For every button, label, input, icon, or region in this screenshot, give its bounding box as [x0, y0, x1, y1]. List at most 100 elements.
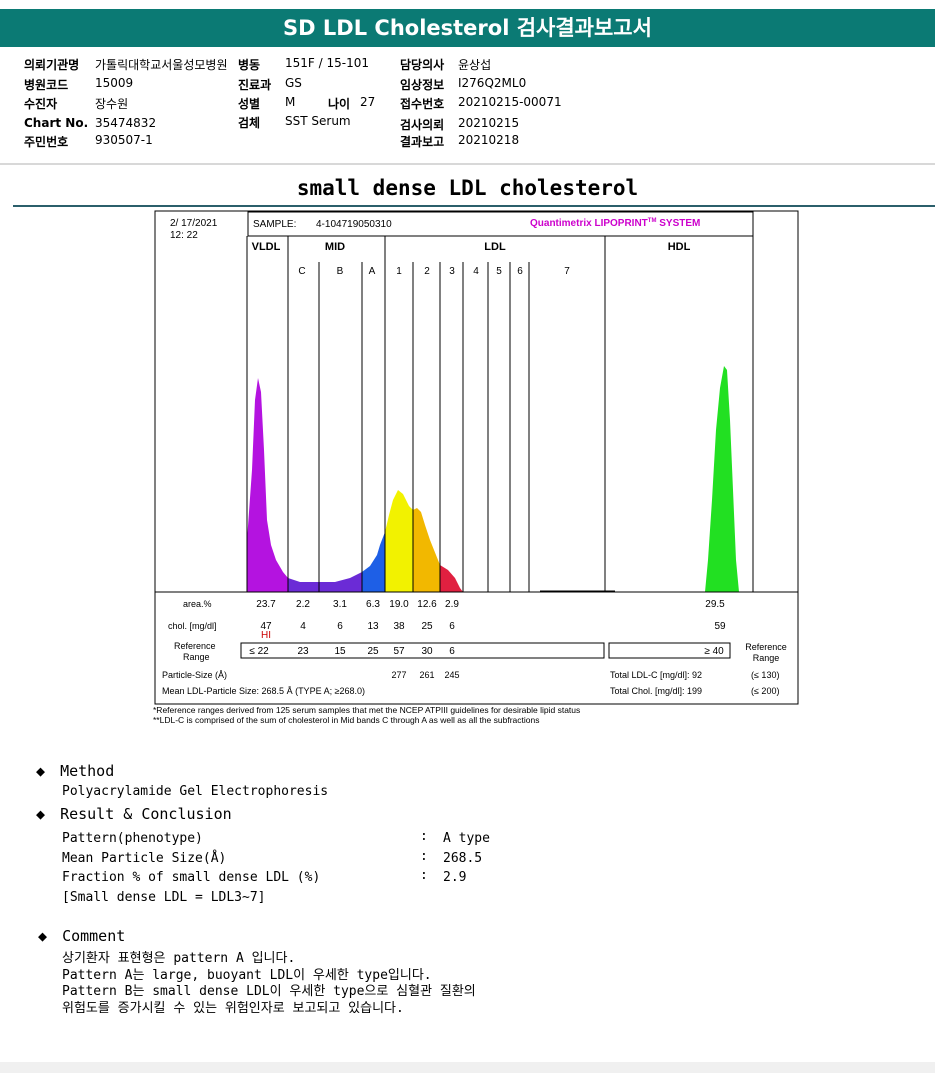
clinical-label: 임상정보	[400, 78, 445, 92]
result-label: Mean Particle Size(Å)	[62, 851, 227, 866]
report-label: 결과보고	[400, 135, 445, 149]
band-label: 2	[424, 266, 430, 277]
band-label: 4	[473, 266, 479, 277]
divider	[0, 163, 935, 165]
area-value: 23.7	[256, 599, 276, 610]
method-text: Polyacrylamide Gel Electrophoresis	[62, 784, 329, 799]
bottom-bar	[0, 1062, 935, 1073]
age-value: 27	[360, 95, 376, 109]
group-hdl: HDL	[668, 241, 691, 253]
mean-size-text: Mean LDL-Particle Size: 268.5 Å (TYPE A;…	[162, 686, 365, 696]
resident-value: 930507-1	[95, 133, 153, 147]
band-label: 1	[396, 266, 402, 277]
result-sep: :	[420, 849, 428, 864]
band-2-area	[413, 508, 440, 592]
area-value: 12.6	[417, 599, 437, 610]
chol-value: 47	[260, 621, 272, 632]
result-sep: :	[420, 829, 428, 844]
lipoprint-report: 2/ 17/2021 12: 22 SAMPLE: 4-104719050310…	[153, 210, 799, 725]
total-chol-ref: (≤ 200)	[751, 686, 779, 696]
result-value: 2.9	[443, 870, 467, 885]
ward-value: 151F / 15-101	[285, 56, 369, 70]
band-label: 6	[517, 266, 523, 277]
report-date: 2/ 17/2021	[170, 218, 218, 229]
ref-value: ≥ 40	[704, 646, 724, 657]
hospital-value: 가톨릭대학교서울성모병원	[95, 58, 228, 72]
ref-value: 6	[449, 646, 455, 657]
area-value: 19.0	[389, 599, 409, 610]
result-heading: ◆ Result & Conclusion	[36, 805, 232, 823]
chol-value: 4	[300, 621, 306, 632]
sex-label: 성별	[238, 97, 261, 111]
code-value: 15009	[95, 76, 134, 90]
comment-line: 위험도를 증가시킬 수 있는 위험인자로 보고되고 있습니다.	[62, 1001, 404, 1016]
ward-label: 병동	[238, 58, 261, 72]
resident-label: 주민번호	[24, 135, 69, 149]
footnote: **LDL-C is comprised of the sum of chole…	[153, 715, 539, 725]
band-label: 7	[564, 266, 570, 277]
band-label: 3	[449, 266, 455, 277]
result-value: A type	[443, 831, 490, 846]
ref-value: 57	[393, 646, 405, 657]
ref-box-hdl	[608, 642, 731, 659]
report-frame	[154, 210, 799, 705]
chol-value: 25	[421, 621, 433, 632]
area-value: 29.5	[705, 599, 725, 610]
result-note: [Small dense LDL = LDL3~7]	[62, 890, 266, 905]
band-1-area	[385, 490, 413, 592]
area-value: 2.2	[296, 599, 310, 610]
area-value: 6.3	[366, 599, 380, 610]
ref-value: 23	[297, 646, 309, 657]
request-value: 20210215	[458, 116, 520, 130]
hospital-label: 의뢰기관명	[24, 58, 80, 72]
chol-value: 13	[367, 621, 379, 632]
ref-box-ldl	[240, 642, 605, 659]
band-label: A	[369, 266, 376, 277]
sample-label: SAMPLE:	[253, 219, 296, 230]
chart-value: 35474832	[95, 116, 157, 130]
total-ldl-ref: (≤ 130)	[751, 670, 779, 680]
ref-side-label-2: Range	[753, 653, 780, 663]
particle-size-label: Particle-Size (Å)	[162, 670, 227, 680]
report-value: 20210218	[458, 133, 520, 147]
particle-size: 261	[419, 670, 434, 680]
ref-value: 15	[334, 646, 346, 657]
specimen-label: 검체	[238, 116, 261, 130]
band-3-area	[440, 565, 463, 592]
particle-size: 277	[391, 670, 406, 680]
request-label: 검사의뢰	[400, 118, 445, 132]
specimen-value: SST Serum	[285, 114, 351, 128]
method-heading: ◆ Method	[36, 762, 114, 780]
section-divider	[13, 205, 935, 207]
report-title: SD LDL Cholesterol 검사결과보고서	[0, 9, 935, 47]
bullet-diamond-icon: ◆	[36, 805, 46, 823]
header-box	[247, 211, 754, 237]
patient-value: 장수원	[95, 97, 129, 111]
result-value: 268.5	[443, 851, 483, 866]
ref-side-label-1: Reference	[745, 642, 787, 652]
system-name-main: Quantimetrix LIPOPRINT	[530, 218, 648, 229]
patient-info: 의뢰기관명 가톨릭대학교서울성모병원 병동 151F / 15-101 담당의사…	[0, 0, 935, 160]
chol-value: 59	[714, 621, 726, 632]
comment-heading-text: Comment	[62, 927, 126, 945]
report-time: 12: 22	[170, 230, 198, 241]
dept-value: GS	[285, 76, 302, 90]
chol-value: 6	[337, 621, 343, 632]
bullet-diamond-icon: ◆	[38, 927, 48, 945]
total-chol: Total Chol. [mg/dl]: 199	[610, 686, 702, 696]
comment-line: 상기환자 표현형은 pattern A 입니다.	[62, 951, 296, 966]
ref-value: 25	[367, 646, 379, 657]
dept-label: 진료과	[238, 78, 272, 92]
code-label: 병원코드	[24, 78, 69, 92]
chart-label: Chart No.	[24, 116, 89, 130]
band-b-area	[319, 572, 362, 592]
group-mid: MID	[325, 241, 345, 253]
vldl-peak	[247, 378, 288, 592]
chol-row-label: chol. [mg/dl]	[168, 621, 217, 631]
group-ldl: LDL	[484, 241, 506, 253]
sample-id: 4-104719050310	[316, 219, 392, 230]
bullet-diamond-icon: ◆	[36, 762, 46, 780]
doctor-label: 담당의사	[400, 58, 445, 72]
hdl-peak	[705, 366, 739, 592]
clinical-value: I276Q2ML0	[458, 76, 527, 90]
